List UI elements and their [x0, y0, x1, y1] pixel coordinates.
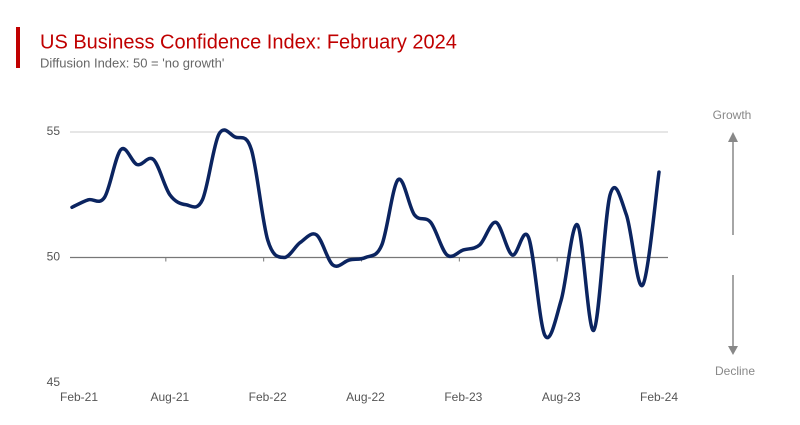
- x-tick-label: Aug-22: [346, 390, 385, 404]
- chart-subtitle: Diffusion Index: 50 = 'no growth': [40, 55, 224, 70]
- x-tick-label: Aug-21: [150, 390, 189, 404]
- title-bar: [16, 27, 20, 68]
- y-tick-label: 45: [47, 375, 61, 389]
- y-tick-label: 55: [47, 124, 61, 138]
- decline-arrowhead: [728, 346, 738, 355]
- decline-label: Decline: [715, 364, 755, 378]
- x-tick-label: Feb-23: [444, 390, 482, 404]
- x-tick-label: Aug-23: [542, 390, 581, 404]
- x-tick-label: Feb-24: [640, 390, 678, 404]
- growth-label: Growth: [713, 108, 752, 122]
- chart-title: US Business Confidence Index: February 2…: [40, 31, 457, 53]
- x-tick-label: Feb-22: [249, 390, 287, 404]
- growth-arrowhead: [728, 132, 738, 142]
- y-tick-label: 50: [47, 250, 61, 264]
- x-tick-label: Feb-21: [60, 390, 98, 404]
- series-line: [70, 128, 661, 340]
